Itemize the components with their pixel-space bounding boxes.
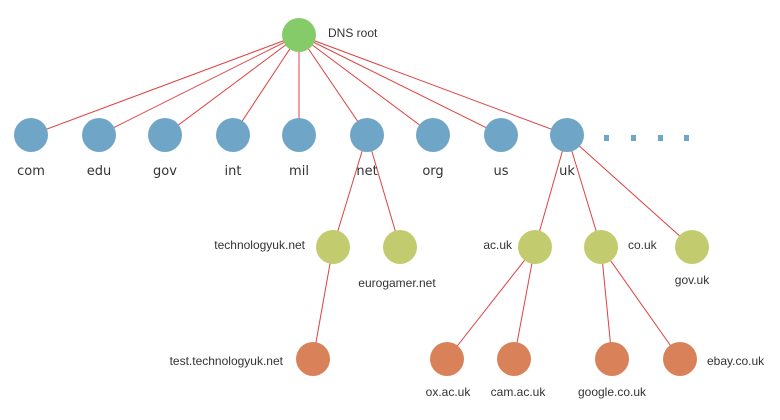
- node-us: [484, 118, 518, 152]
- node-gov: [148, 118, 182, 152]
- edge-co_uk-google: [600, 246, 613, 360]
- node-com: [14, 118, 48, 152]
- node-technologyuk: [316, 230, 350, 264]
- node-org: [416, 118, 450, 152]
- node-ox: [430, 342, 464, 376]
- edge-uk-ac_uk: [534, 134, 568, 248]
- edge-ac_uk-cam: [513, 246, 536, 360]
- edge-ac_uk-ox: [446, 246, 536, 360]
- node-cam: [497, 342, 531, 376]
- edge-root-com: [30, 34, 300, 136]
- edge-root-net: [298, 34, 368, 136]
- edge-uk-co_uk: [566, 134, 602, 248]
- label-eurogamer: eurogamer.net: [358, 276, 436, 290]
- label-co_uk: co.uk: [628, 238, 658, 252]
- label-ac_uk: ac.uk: [483, 238, 513, 252]
- label-test_tech: test.technologyuk.net: [170, 354, 284, 368]
- label-mil: mil: [289, 164, 309, 179]
- node-test_tech: [296, 342, 330, 376]
- edge-net-technologyuk: [332, 134, 368, 248]
- node-edu: [82, 118, 116, 152]
- label-gov: gov: [153, 164, 177, 179]
- label-int: int: [225, 164, 242, 179]
- label-google: google.co.uk: [578, 385, 647, 399]
- ellipsis-dot: [658, 135, 663, 141]
- node-int: [216, 118, 250, 152]
- edge-root-uk: [298, 34, 568, 136]
- ellipsis-dot: [684, 135, 689, 141]
- node-mil: [282, 118, 316, 152]
- node-net: [350, 118, 384, 152]
- label-technologyuk: technologyuk.net: [214, 238, 305, 252]
- label-net: net: [356, 164, 377, 179]
- node-gov_uk: [675, 230, 709, 264]
- diagram-labels: DNS root com edu gov int mil net org us uk technol…: [17, 26, 765, 399]
- node-uk: [550, 118, 584, 152]
- edge-root-org: [298, 34, 434, 136]
- ellipsis-dot: [604, 135, 609, 141]
- edge-co_uk-ebay: [600, 246, 681, 360]
- label-ebay: ebay.co.uk: [707, 354, 765, 368]
- label-org: org: [422, 164, 443, 179]
- node-root: [282, 18, 316, 52]
- more-tlds-ellipsis: [604, 135, 689, 141]
- label-root: DNS root: [328, 26, 378, 40]
- ellipsis-dot: [631, 135, 636, 141]
- node-co_uk: [584, 230, 618, 264]
- edge-root-gov: [164, 34, 300, 136]
- node-ebay: [663, 342, 697, 376]
- label-gov_uk: gov.uk: [675, 273, 710, 287]
- label-us: us: [493, 164, 508, 179]
- label-uk: uk: [559, 164, 575, 179]
- edge-root-edu: [98, 34, 300, 136]
- label-cam: cam.ac.uk: [491, 385, 547, 399]
- label-edu: edu: [87, 164, 112, 179]
- diagram-nodes: [14, 18, 709, 376]
- edge-root-us: [298, 34, 502, 136]
- edge-net-eurogamer: [366, 134, 401, 248]
- edge-root-int: [232, 34, 300, 136]
- edge-uk-gov_uk: [566, 134, 693, 248]
- node-eurogamer: [383, 230, 417, 264]
- diagram-edges: [30, 34, 693, 360]
- edge-technologyuk-test_tech: [312, 246, 334, 360]
- label-ox: ox.ac.uk: [426, 385, 472, 399]
- label-com: com: [17, 164, 45, 179]
- node-google: [595, 342, 629, 376]
- node-ac_uk: [518, 230, 552, 264]
